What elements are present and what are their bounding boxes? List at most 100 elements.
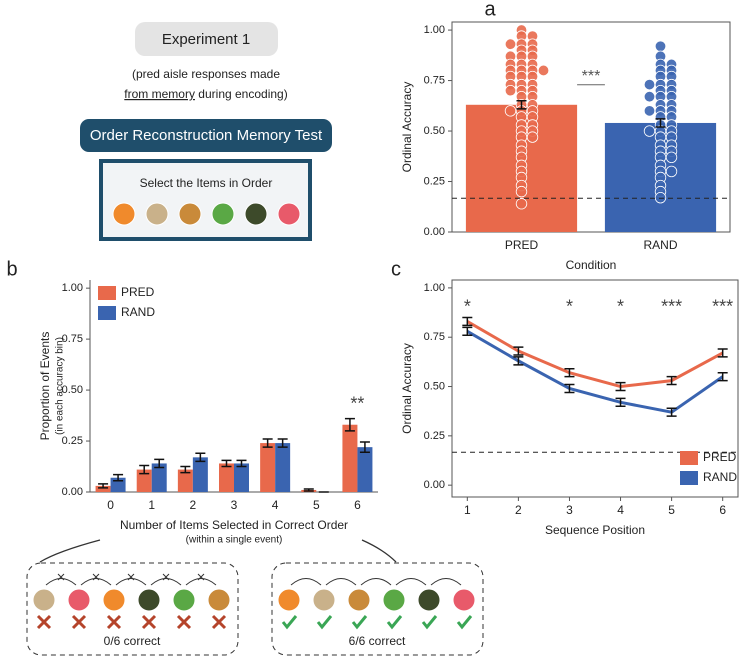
y-tick-label: 0.25 bbox=[424, 175, 445, 187]
order-arrow bbox=[325, 578, 357, 586]
legend-label: PRED bbox=[121, 285, 155, 299]
check-icon bbox=[281, 615, 298, 630]
line bbox=[466, 320, 724, 389]
food-icon bbox=[382, 588, 406, 612]
line bbox=[466, 329, 724, 414]
error-bar bbox=[717, 348, 728, 358]
order-arrow bbox=[150, 578, 182, 586]
error-bar bbox=[462, 326, 473, 336]
food-icon bbox=[417, 588, 441, 612]
y-tick-label: 0.50 bbox=[62, 384, 83, 396]
y-axis-label: Ordinal Accuracy bbox=[400, 343, 414, 434]
note-rest: during encoding) bbox=[195, 87, 288, 101]
bar bbox=[260, 443, 276, 492]
y-tick-label: 0.00 bbox=[62, 486, 83, 498]
significance: * bbox=[566, 296, 573, 316]
y-axis-sublabel: (in each accuracy bin) bbox=[55, 337, 66, 435]
order-arrow bbox=[395, 578, 427, 586]
food-icon bbox=[178, 202, 202, 226]
panel-letter: c bbox=[391, 258, 401, 280]
data-point bbox=[654, 191, 667, 204]
food-icon bbox=[312, 588, 336, 612]
check-icon bbox=[456, 615, 473, 630]
cross-icon bbox=[211, 614, 227, 630]
x-tick-label: 4 bbox=[617, 503, 624, 517]
error-bar bbox=[359, 441, 370, 453]
x-tick-label: 3 bbox=[566, 503, 573, 517]
bar bbox=[275, 443, 291, 492]
cross-icon bbox=[36, 614, 52, 630]
y-tick-label: 1.00 bbox=[424, 282, 445, 294]
error-bar bbox=[615, 381, 626, 392]
note-line: from memory during encoding) bbox=[124, 87, 287, 101]
x-tick-label: 0 bbox=[107, 498, 114, 512]
legend-label: RAND bbox=[121, 305, 155, 319]
check-icon bbox=[316, 615, 333, 630]
bar bbox=[151, 463, 167, 492]
food-icon bbox=[211, 202, 235, 226]
significance: *** bbox=[582, 68, 601, 85]
y-tick-label: 0.75 bbox=[424, 331, 445, 343]
x-tick-label: 5 bbox=[313, 498, 320, 512]
food-icon bbox=[347, 588, 371, 612]
food-icon bbox=[67, 588, 91, 612]
significance: ** bbox=[350, 393, 364, 413]
experiment-box bbox=[135, 22, 278, 56]
y-tick-label: 0.75 bbox=[62, 333, 83, 345]
bar bbox=[136, 469, 152, 492]
legend-label: PRED bbox=[703, 450, 737, 464]
order-arrow bbox=[290, 578, 322, 586]
x-tick-label: 6 bbox=[719, 503, 726, 517]
food-icon bbox=[277, 202, 301, 226]
bar bbox=[177, 469, 193, 492]
error-bar bbox=[180, 465, 191, 474]
error-bar bbox=[277, 438, 288, 448]
error-bar bbox=[344, 417, 355, 432]
error-bar bbox=[236, 459, 247, 468]
cross-icon bbox=[106, 614, 122, 630]
data-point bbox=[643, 125, 656, 137]
y-tick-label: 0.00 bbox=[424, 226, 445, 238]
error-bar bbox=[221, 459, 232, 468]
arrow bbox=[361, 539, 397, 563]
y-tick-label: 0.25 bbox=[62, 435, 83, 447]
error-bar bbox=[513, 346, 524, 356]
check-icon bbox=[351, 615, 368, 630]
order-arrow bbox=[45, 578, 77, 586]
x-tick-label: 2 bbox=[515, 503, 522, 517]
y-axis-label: Proportion of Events bbox=[38, 332, 52, 441]
check-icon bbox=[421, 615, 438, 630]
note-line: (pred aisle responses made bbox=[132, 67, 280, 81]
data-point bbox=[643, 78, 656, 91]
example-box bbox=[271, 562, 484, 656]
experiment-title: Experiment 1 bbox=[162, 31, 250, 48]
legend-swatch bbox=[680, 451, 698, 465]
data-point bbox=[643, 91, 656, 103]
food-icon bbox=[32, 588, 56, 612]
order-arrow bbox=[430, 578, 462, 586]
prompt-box bbox=[99, 159, 312, 241]
error-bar bbox=[98, 483, 109, 489]
error-bar bbox=[516, 100, 527, 110]
data-point bbox=[504, 38, 517, 50]
cross-icon bbox=[141, 614, 157, 630]
food-icon bbox=[244, 202, 268, 226]
data-point bbox=[654, 40, 667, 52]
order-arrow bbox=[360, 578, 392, 586]
x-tick-label: PRED bbox=[505, 238, 539, 252]
error-bar bbox=[154, 458, 165, 469]
data-point bbox=[515, 198, 528, 210]
data-point bbox=[537, 64, 550, 77]
bar bbox=[219, 463, 234, 492]
error-bar bbox=[513, 356, 524, 366]
x-axis-label: Sequence Position bbox=[545, 523, 645, 537]
legend-swatch bbox=[98, 286, 116, 300]
error-bar bbox=[615, 397, 626, 408]
error-bar bbox=[303, 488, 314, 492]
prompt-text: Select the Items in Order bbox=[140, 176, 273, 190]
food-icon bbox=[102, 588, 126, 612]
error-bar bbox=[113, 473, 124, 482]
y-axis-label: Ordinal Accuracy bbox=[400, 82, 414, 173]
panel-letter: a bbox=[484, 0, 496, 20]
